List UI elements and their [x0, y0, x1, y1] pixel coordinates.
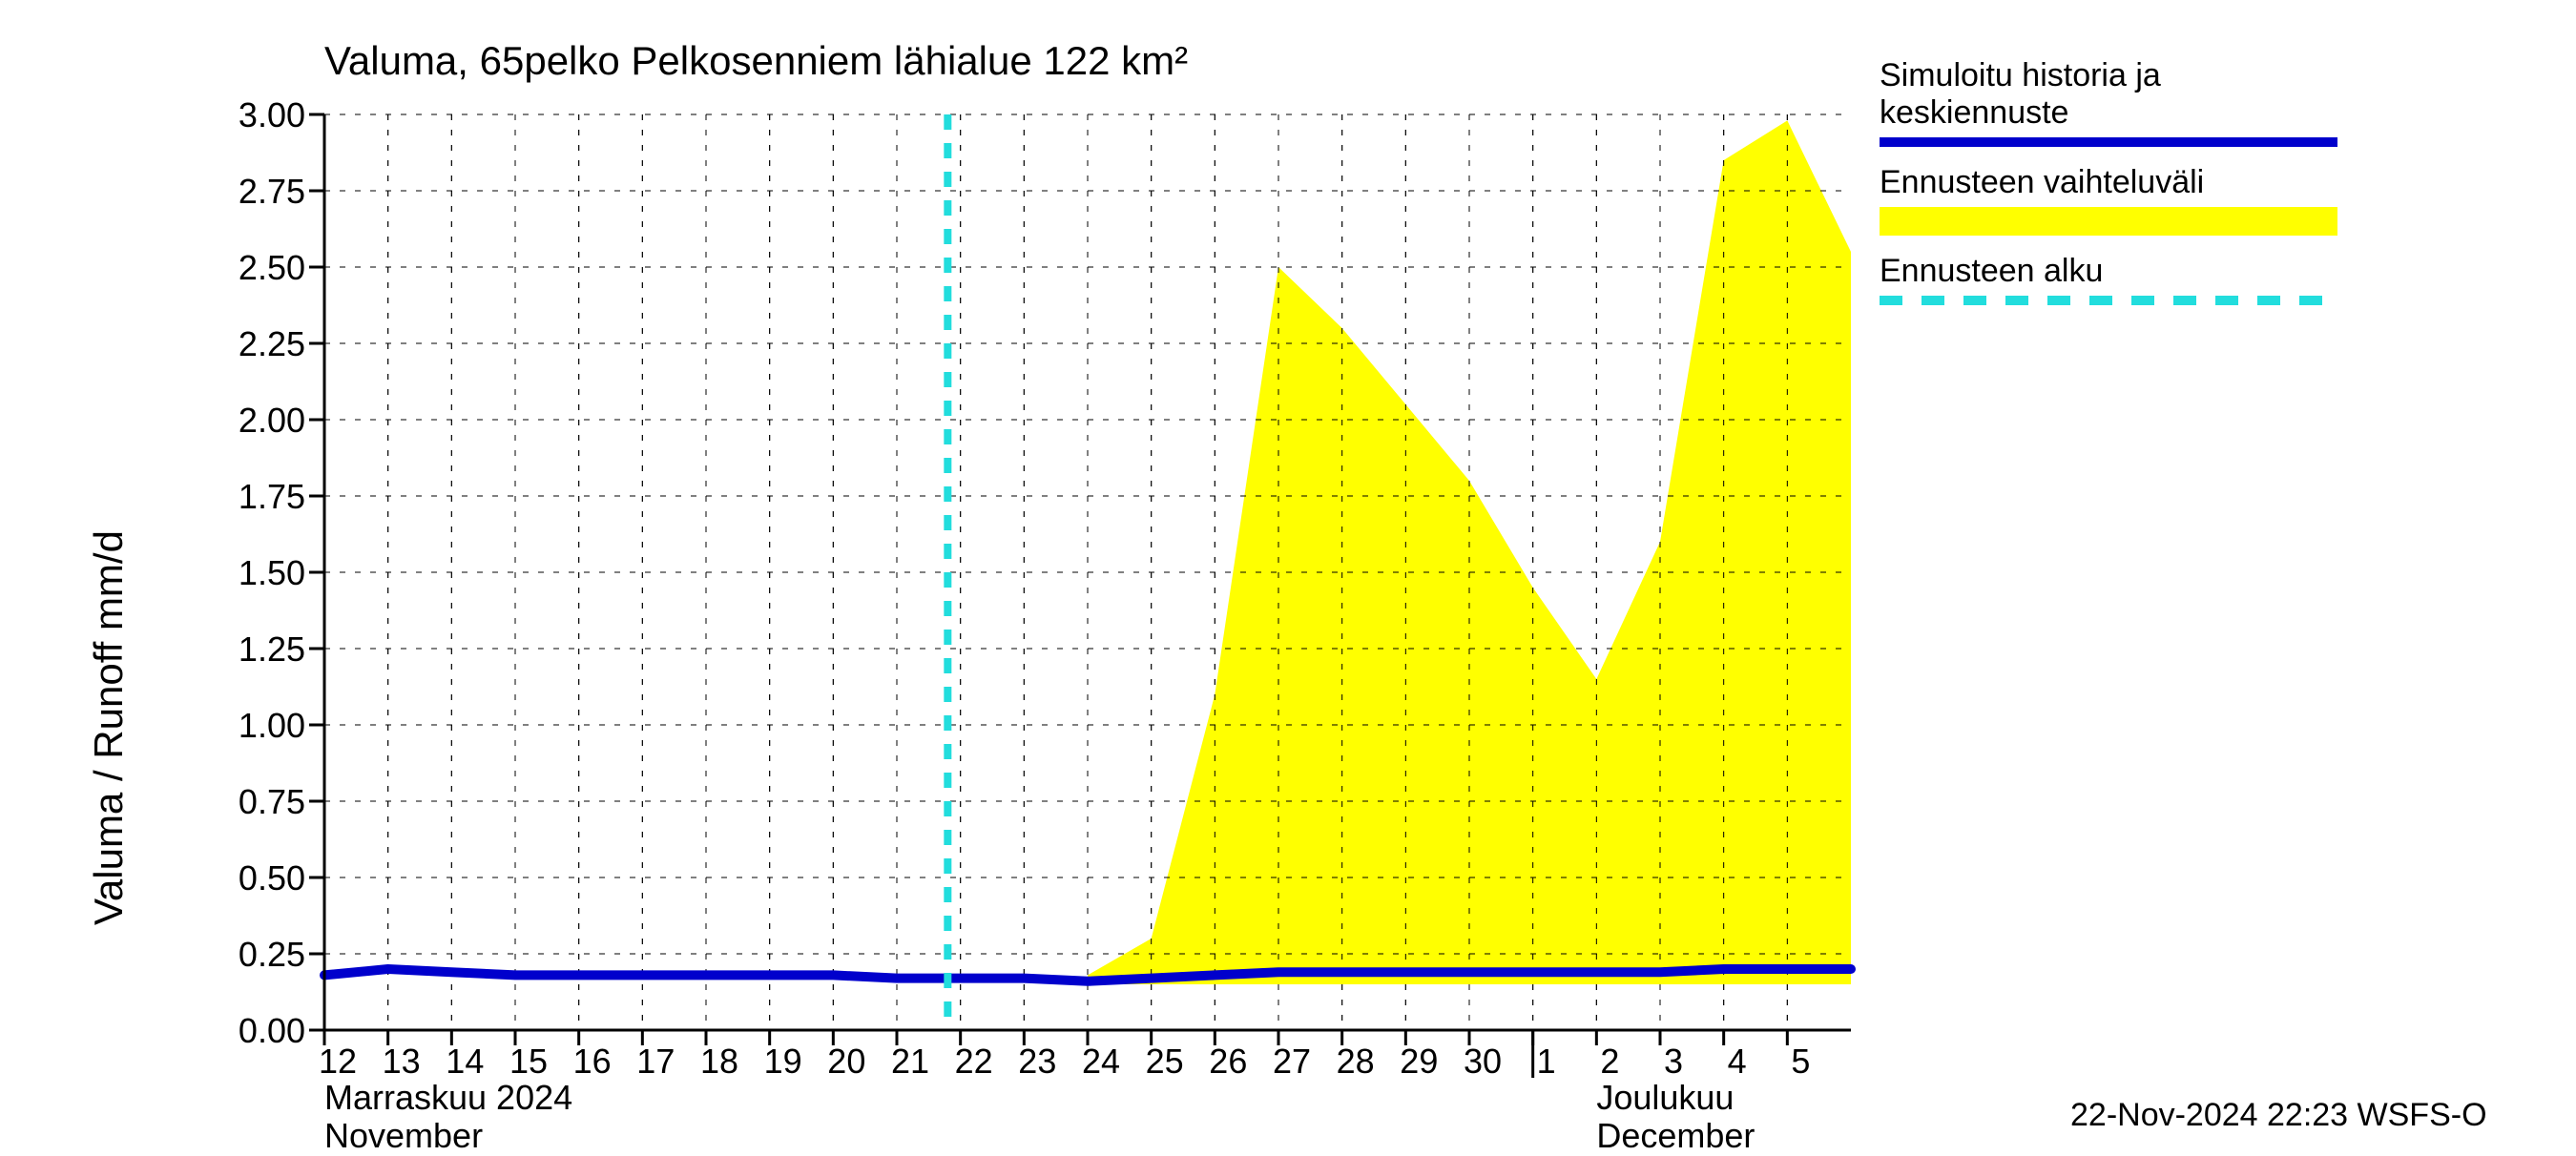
x-tick-label: 12 [319, 1042, 357, 1082]
legend-start-label: Ennusteen alku [1880, 253, 2337, 290]
legend-sim-line [1880, 137, 2337, 147]
y-tick-label: 3.00 [210, 95, 305, 135]
x-tick-label: 2 [1600, 1042, 1619, 1082]
x-tick-label: 21 [891, 1042, 929, 1082]
y-tick-label: 2.75 [210, 172, 305, 212]
x-tick-label: 26 [1209, 1042, 1247, 1082]
month-nov-fi: Marraskuu 2024 [324, 1078, 572, 1118]
y-tick-label: 1.25 [210, 630, 305, 670]
month-dec-fi: Joulukuu [1596, 1078, 1734, 1118]
x-tick-label: 5 [1791, 1042, 1810, 1082]
x-tick-label: 15 [509, 1042, 548, 1082]
footer-text: 22-Nov-2024 22:23 WSFS-O [2070, 1097, 2487, 1134]
x-tick-label: 25 [1146, 1042, 1184, 1082]
x-tick-label: 13 [383, 1042, 421, 1082]
y-tick-label: 0.25 [210, 935, 305, 975]
legend-range-swatch [1880, 207, 2337, 236]
chart-container: Valuma, 65pelko Pelkosenniem lähialue 12… [0, 0, 2576, 1145]
x-tick-label: 30 [1464, 1042, 1502, 1082]
x-tick-label: 24 [1082, 1042, 1120, 1082]
x-tick-label: 1 [1537, 1042, 1556, 1082]
x-tick-label: 3 [1664, 1042, 1683, 1082]
x-tick-label: 29 [1400, 1042, 1438, 1082]
x-tick-label: 17 [636, 1042, 675, 1082]
y-tick-label: 0.50 [210, 858, 305, 898]
x-tick-label: 20 [827, 1042, 865, 1082]
x-tick-label: 19 [764, 1042, 802, 1082]
month-dec-en: December [1596, 1116, 1755, 1156]
y-tick-label: 0.00 [210, 1011, 305, 1051]
legend-sim-label: Simuloitu historia ja keskiennuste [1880, 57, 2337, 132]
x-tick-label: 27 [1273, 1042, 1311, 1082]
x-tick-label: 18 [700, 1042, 738, 1082]
x-tick-label: 22 [955, 1042, 993, 1082]
x-tick-label: 14 [446, 1042, 484, 1082]
x-tick-label: 28 [1337, 1042, 1375, 1082]
y-tick-label: 2.00 [210, 401, 305, 441]
y-tick-label: 1.75 [210, 477, 305, 517]
legend: Simuloitu historia ja keskiennuste Ennus… [1880, 57, 2337, 305]
legend-start-line [1880, 296, 2337, 305]
x-tick-label: 23 [1018, 1042, 1056, 1082]
x-tick-label: 4 [1728, 1042, 1747, 1082]
y-tick-label: 0.75 [210, 782, 305, 822]
month-nov-en: November [324, 1116, 483, 1156]
y-tick-label: 1.00 [210, 706, 305, 746]
y-tick-label: 1.50 [210, 553, 305, 593]
x-tick-label: 16 [573, 1042, 612, 1082]
legend-range-label: Ennusteen vaihteluväli [1880, 164, 2337, 201]
y-tick-label: 2.25 [210, 324, 305, 364]
y-tick-label: 2.50 [210, 248, 305, 288]
